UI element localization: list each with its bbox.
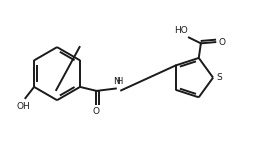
- Text: HO: HO: [174, 26, 188, 35]
- Text: O: O: [218, 37, 225, 47]
- Text: O: O: [93, 107, 100, 116]
- Text: S: S: [216, 73, 222, 82]
- Text: N: N: [113, 77, 120, 86]
- Text: OH: OH: [17, 102, 30, 111]
- Text: H: H: [116, 77, 123, 86]
